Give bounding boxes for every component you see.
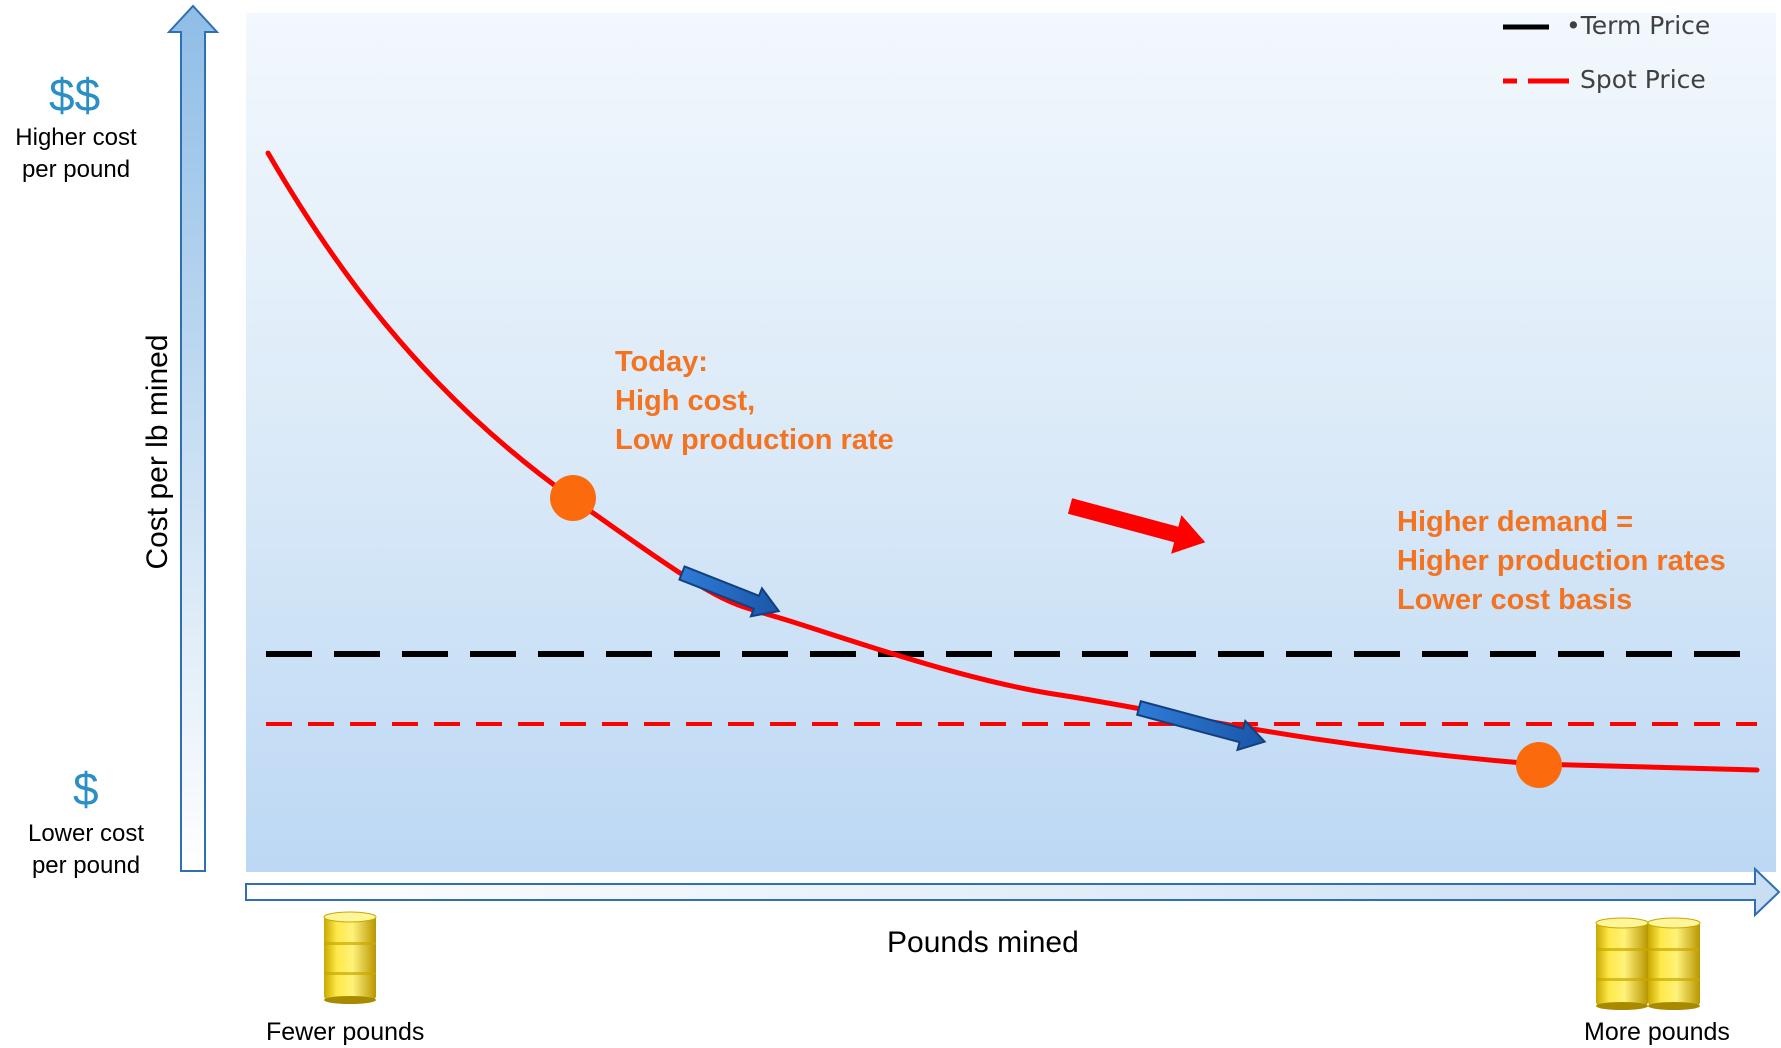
future-annotation: Higher demand = Higher production rates …: [1397, 506, 1726, 616]
legend-spot-price: Spot Price: [1580, 65, 1706, 94]
barrel-icon-right-1: [1595, 917, 1649, 1011]
barrel-icon-right-2: [1647, 917, 1701, 1011]
high-cost-symbol: $$: [49, 69, 101, 121]
x-axis-right-label: More pounds: [1584, 1018, 1730, 1046]
blue-arrow-upper: [678, 565, 781, 618]
future-marker: [1516, 742, 1562, 788]
high-cost-label: Higher cost per pound: [15, 124, 137, 183]
barrel-icon-left: [323, 911, 377, 1005]
y-axis-arrow: [166, 4, 220, 872]
plot-background: [246, 13, 1776, 872]
x-axis-title: Pounds mined: [887, 926, 1079, 959]
y-axis-title: Cost per lb mined: [141, 334, 174, 570]
x-axis-left-label: Fewer pounds: [266, 1018, 425, 1046]
low-cost-label: Lower cost per pound: [27, 820, 145, 879]
today-annotation: Today: High cost, Low production rate: [615, 346, 894, 456]
x-axis-arrow: [245, 866, 1781, 918]
blue-arrow-lower: [1135, 700, 1267, 752]
today-marker: [550, 475, 596, 521]
low-cost-symbol: $: [73, 763, 99, 815]
legend-term-price: •Term Price: [1566, 11, 1711, 40]
red-trend-arrow: [1067, 498, 1206, 554]
